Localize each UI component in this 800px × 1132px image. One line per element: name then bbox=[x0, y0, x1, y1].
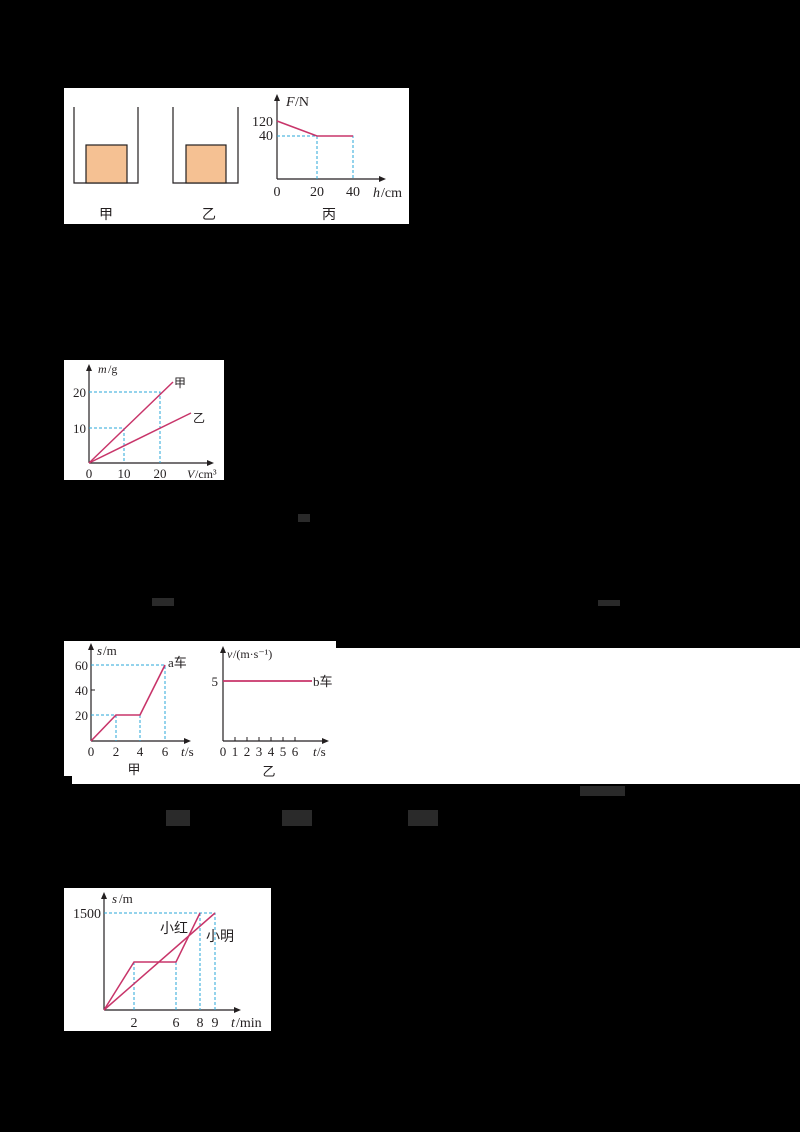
y-axis-label-unit: /m bbox=[103, 643, 117, 658]
chart-b-car: v /(m·s⁻¹) 5 0 1 2 3 4 5 6 t /s b车 乙 bbox=[212, 646, 333, 779]
label-jia: 甲 bbox=[99, 208, 113, 223]
x-axis-arrow-icon bbox=[184, 738, 191, 744]
x-tick: 20 bbox=[154, 466, 167, 481]
figure2-panel: m /g 20 10 0 10 20 V /cm³ 甲 乙 bbox=[64, 360, 224, 481]
x-tick: 0 bbox=[274, 185, 281, 200]
y-tick: 60 bbox=[75, 658, 88, 673]
x-axis-label-var: V bbox=[187, 467, 196, 481]
x-axis-label-var: t bbox=[231, 1016, 236, 1031]
y-tick: 1500 bbox=[73, 907, 101, 922]
container-jia bbox=[73, 107, 139, 184]
x-tick: 3 bbox=[256, 744, 263, 759]
x-tick: 0 bbox=[86, 466, 93, 481]
block-yi bbox=[185, 144, 227, 184]
series-a-car-line bbox=[90, 664, 166, 742]
figure4-svg: s /m 1500 2 6 8 9 t /min 小红 小明 bbox=[73, 891, 262, 1031]
artifact-speck bbox=[298, 514, 310, 522]
label-yi: 乙 bbox=[202, 207, 216, 223]
block-jia bbox=[85, 144, 128, 184]
series-xiaoming-line bbox=[103, 912, 216, 1011]
series-label-yi: 乙 bbox=[193, 411, 205, 425]
x-axis-label-var: h bbox=[373, 186, 380, 201]
x-axis-arrow-icon bbox=[234, 1007, 241, 1013]
figure3-svg: s /m 60 40 20 0 2 4 6 t /s a车 甲 bbox=[75, 643, 333, 779]
x-axis-label-unit: /s bbox=[317, 744, 326, 759]
y-tick: 10 bbox=[73, 421, 86, 436]
x-tick: 10 bbox=[118, 466, 131, 481]
x-tick: 2 bbox=[131, 1016, 138, 1031]
x-tick: 6 bbox=[162, 744, 169, 759]
y-axis-arrow-icon bbox=[274, 94, 280, 101]
y-tick: 40 bbox=[75, 683, 88, 698]
series-label-jia: 甲 bbox=[174, 376, 186, 390]
x-tick: 0 bbox=[220, 744, 227, 759]
x-axis-label-unit: /min bbox=[236, 1016, 262, 1031]
artifact-speck bbox=[152, 598, 174, 606]
caption-yi: 乙 bbox=[262, 764, 275, 779]
x-tick: 4 bbox=[137, 744, 144, 759]
x-tick: 20 bbox=[310, 185, 324, 200]
x-tick: 2 bbox=[244, 744, 251, 759]
y-axis-label-unit: /N bbox=[295, 95, 309, 110]
series-label-b-car: b车 bbox=[313, 674, 333, 689]
figure2-svg: m /g 20 10 0 10 20 V /cm³ 甲 乙 bbox=[73, 362, 217, 481]
y-tick: 40 bbox=[259, 129, 273, 144]
y-axis-label-var: s bbox=[112, 891, 117, 906]
artifact-speck bbox=[580, 786, 625, 796]
series-yi-line bbox=[88, 412, 192, 464]
y-axis-label-unit: /m bbox=[119, 891, 133, 906]
x-tick: 9 bbox=[212, 1016, 219, 1031]
y-axis-label-var: m bbox=[98, 362, 107, 376]
y-axis-label-var: s bbox=[97, 643, 102, 658]
figure4-panel: s /m 1500 2 6 8 9 t /min 小红 小明 bbox=[64, 888, 271, 1031]
y-tick: 5 bbox=[212, 674, 219, 689]
chart-f-h: F /N 120 40 0 20 40 h /cm bbox=[252, 94, 402, 201]
figure1-panel: 甲 乙 F /N 120 40 0 20 40 h /cm 丙 bbox=[64, 88, 409, 224]
y-tick: 20 bbox=[73, 385, 86, 400]
x-axis-arrow-icon bbox=[322, 738, 329, 744]
y-axis-label-var: v bbox=[227, 647, 233, 661]
x-tick: 0 bbox=[88, 744, 95, 759]
x-tick: 6 bbox=[292, 744, 299, 759]
x-tick: 1 bbox=[232, 744, 239, 759]
x-tick: 4 bbox=[268, 744, 275, 759]
y-axis-label-var: F bbox=[285, 95, 295, 110]
figure1-svg: 甲 乙 F /N 120 40 0 20 40 h /cm 丙 bbox=[73, 94, 402, 223]
y-axis-arrow-icon bbox=[101, 892, 107, 899]
x-axis-label-var: t bbox=[313, 744, 317, 759]
x-tick: 5 bbox=[280, 744, 287, 759]
x-tick: 8 bbox=[197, 1016, 204, 1031]
artifact-speck bbox=[598, 600, 620, 606]
x-tick: 6 bbox=[173, 1016, 180, 1031]
y-tick: 20 bbox=[75, 708, 88, 723]
container-yi bbox=[172, 107, 239, 184]
chart-a-car: s /m 60 40 20 0 2 4 6 t /s a车 甲 bbox=[75, 643, 194, 777]
artifact-speck bbox=[282, 810, 312, 826]
x-tick: 40 bbox=[346, 185, 360, 200]
x-axis-arrow-icon bbox=[207, 460, 214, 466]
x-axis-label-var: t bbox=[181, 744, 185, 759]
y-axis-arrow-icon bbox=[88, 643, 94, 650]
series-label-a-car: a车 bbox=[168, 655, 187, 670]
y-tick: 120 bbox=[252, 115, 273, 130]
label-bing: 丙 bbox=[322, 208, 336, 223]
figure3-panel-left bbox=[64, 641, 336, 776]
series-jia-line bbox=[88, 381, 174, 464]
x-axis-label-unit: /s bbox=[185, 744, 194, 759]
x-axis-arrow-icon bbox=[379, 176, 386, 182]
y-axis-arrow-icon bbox=[86, 364, 92, 371]
caption-jia: 甲 bbox=[127, 762, 140, 777]
figure3-charts: s /m 60 40 20 0 2 4 6 t /s a车 甲 bbox=[64, 641, 344, 784]
artifact-speck bbox=[408, 810, 438, 826]
series-label-xiaoming: 小明 bbox=[206, 929, 234, 945]
x-tick: 2 bbox=[113, 744, 120, 759]
x-axis-label-unit: /cm bbox=[381, 186, 402, 201]
y-axis-label-unit: /g bbox=[108, 362, 117, 376]
y-axis-arrow-icon bbox=[220, 646, 226, 653]
figure3-panel-right bbox=[336, 648, 800, 784]
artifact-speck bbox=[166, 810, 190, 826]
series-label-xiaohong: 小红 bbox=[160, 921, 188, 937]
x-axis-label-unit: /cm³ bbox=[195, 467, 217, 481]
y-axis-label-unit: /(m·s⁻¹) bbox=[233, 647, 272, 661]
